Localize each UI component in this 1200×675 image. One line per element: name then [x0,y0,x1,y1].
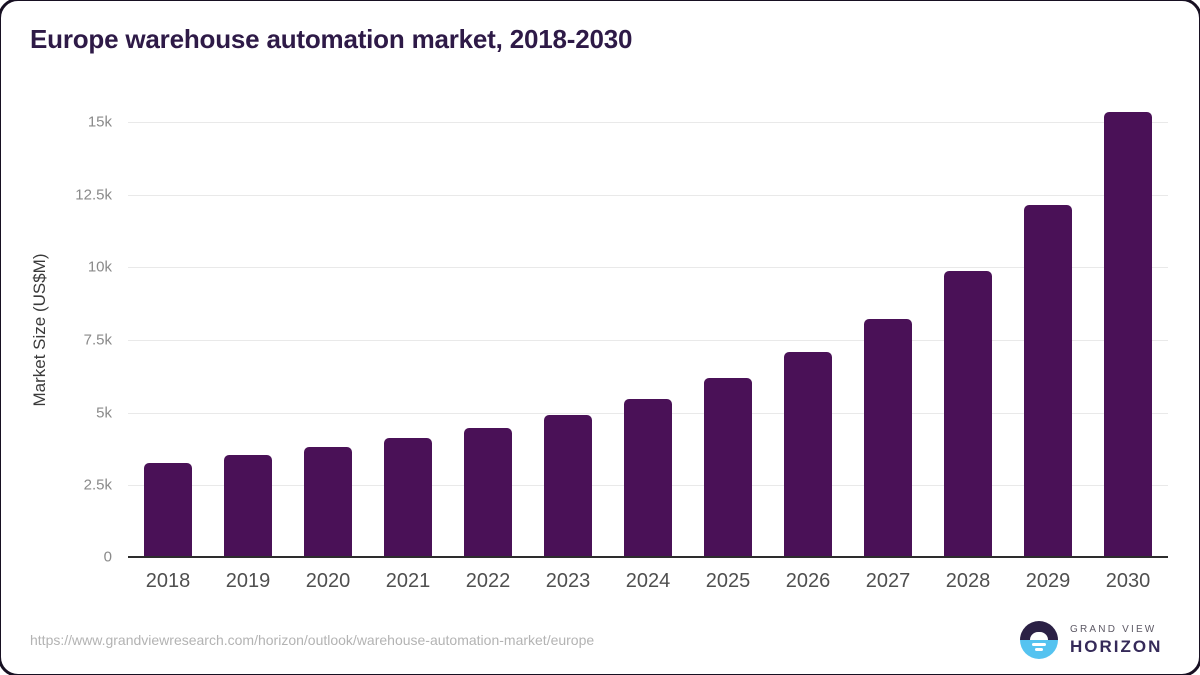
y-tick-label: 7.5k [83,331,112,349]
x-tick-label: 2018 [145,570,191,592]
x-axis-line [128,556,1168,558]
y-tick-label: 5k [96,404,112,422]
grand-view-horizon-logo-icon [1020,621,1058,659]
bar-2030 [1104,112,1152,557]
x-tick-label: 2020 [305,570,351,592]
gridline [128,194,1168,196]
brand-logo: GRAND VIEW HORIZON [1020,621,1162,659]
x-tick-label: 2023 [545,570,591,592]
brand-wordmark: GRAND VIEW HORIZON [1070,624,1162,657]
x-tick-label: 2029 [1025,570,1071,592]
gridline [128,122,1168,123]
y-tick-label: 2.5k [83,476,112,494]
bar-2026 [784,352,832,557]
y-tick-label: 10k [87,258,112,276]
x-tick-label: 2028 [945,570,991,592]
bar-2019 [224,455,272,557]
x-tick-label: 2026 [785,570,831,592]
bar-2027 [864,318,912,557]
x-tick-label: 2024 [625,570,671,592]
logo-reflection-line [1035,648,1043,651]
bar-2018 [144,462,192,557]
x-tick-label: 2025 [705,570,751,592]
bar-2028 [944,270,992,557]
logo-sun-dome [1030,632,1048,640]
bar-2022 [464,427,512,557]
logo-reflection-line [1032,643,1046,646]
bar-2024 [624,398,672,557]
x-tick-label: 2030 [1105,570,1151,592]
logo-sky-half [1020,621,1058,640]
chart-title: Europe warehouse automation market, 2018… [30,24,633,54]
gridline [128,340,1168,341]
y-axis-title: Market Size (US$M) [30,253,49,407]
x-tick-label: 2021 [385,570,431,592]
x-tick-label: 2027 [865,570,911,592]
bar-2020 [304,446,352,557]
brand-name-grand-view: GRAND VIEW [1070,623,1157,635]
brand-name-horizon: HORIZON [1070,636,1163,656]
gridline [128,267,1168,269]
bar-2021 [384,437,432,557]
y-tick-label: 12.5k [75,186,112,204]
x-tick-label: 2022 [465,570,511,592]
x-tick-label: 2019 [225,570,271,592]
bar-2029 [1024,205,1072,557]
bar-2025 [704,378,752,557]
plot-area: 0 2.5k 5k 7.5k 10k 12.5k 15k 2018 2019 2020 2021 20… [75,112,1168,592]
y-tick-label: 0 [103,548,112,566]
y-tick-label: 15k [87,113,112,131]
source-url: https://www.grandviewresearch.com/horizo… [30,632,595,648]
bar-2023 [544,414,592,557]
